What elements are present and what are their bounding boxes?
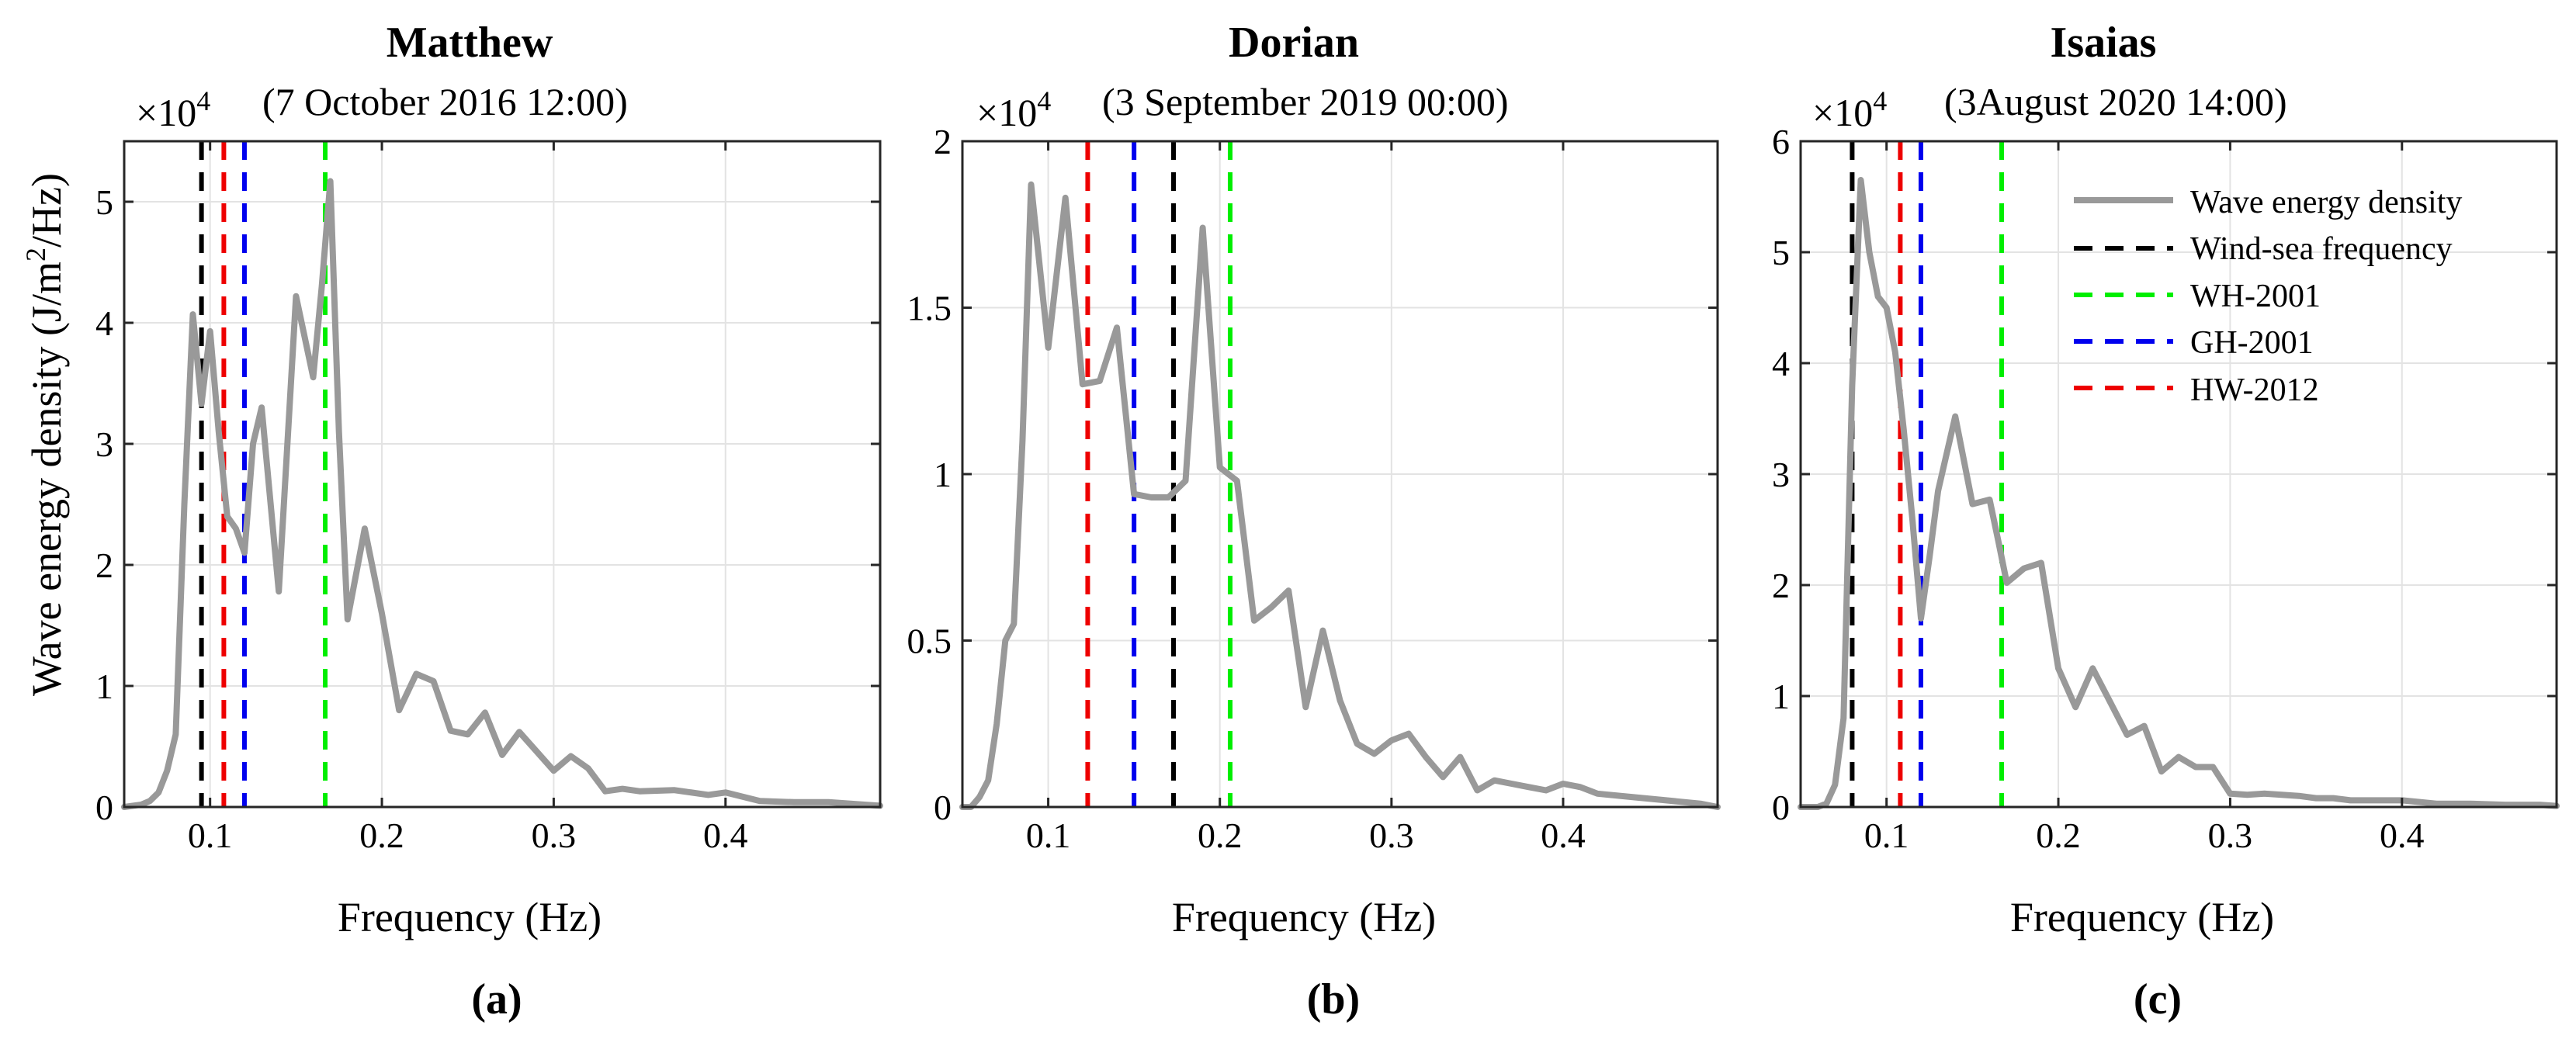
panel-a-x-tick-label: 0.3: [532, 816, 577, 855]
panel-b-series-line: [959, 181, 1721, 810]
legend-label: Wave energy density: [2190, 185, 2462, 220]
panel-b-series: [959, 181, 1721, 810]
panel-c-x-axis-label: Frequency (Hz): [2010, 894, 2274, 940]
panel-c-y-tick-label: 5: [1772, 233, 1790, 272]
scale-exponent: 4: [1873, 85, 1887, 116]
panel-a-label: (a): [471, 975, 522, 1023]
panel-c: Isaias ×104 (3August 2020 14:00) 0.1 0.2 0…: [1772, 19, 2560, 1023]
panel-a-series-line: [121, 178, 883, 810]
panel-b-label: (b): [1307, 975, 1360, 1023]
panel-a-x-axis-label: Frequency (Hz): [338, 894, 602, 940]
panel-c-series-line: [1798, 177, 2560, 810]
legend-entry: Wave energy density: [2074, 185, 2462, 220]
panel-b-x-axis-label: Frequency (Hz): [1172, 894, 1436, 940]
legend-label: Wind-sea frequency: [2190, 231, 2453, 267]
panel-b-x-tick-label: 0.1: [1026, 816, 1071, 855]
panel-b-x-tick-label: 0.2: [1198, 816, 1243, 855]
panel-c-label: (c): [2134, 975, 2182, 1023]
panel-a-y-tick-label: 0: [95, 788, 113, 827]
panel-c-series: [1798, 177, 2560, 810]
scale-base: ×10: [1812, 91, 1873, 134]
legend-entry: Wind-sea frequency: [2074, 231, 2453, 267]
y-axis-label-sup: 2: [20, 248, 51, 262]
scale-base: ×10: [136, 91, 196, 134]
panel-c-x-tick-label: 0.3: [2208, 816, 2253, 855]
panel-b-title: Dorian: [1229, 19, 1359, 67]
panel-a-y-ticks: 0 1 2 3 4 5: [95, 182, 880, 827]
panel-b-x-tick-label: 0.3: [1369, 816, 1414, 855]
scale-base: ×10: [976, 91, 1037, 134]
panel-c-reference-lines: [1850, 141, 2004, 807]
panel-c-x-tick-label: 0.2: [2036, 816, 2081, 855]
panel-b-y-tick-label: 0.5: [907, 622, 952, 661]
panel-a-plot-area: [124, 141, 880, 807]
panel-c-y-tick-label: 3: [1772, 455, 1790, 494]
panel-a-y-tick-label: 1: [95, 667, 113, 706]
panel-a-scale-factor: ×104: [136, 85, 210, 134]
panel-b-y-ticks: 0 0.5 1 1.5 2: [907, 122, 1718, 827]
panel-c-subtitle: (3August 2020 14:00): [1944, 80, 2287, 123]
panel-c-y-tick-label: 6: [1772, 122, 1790, 161]
panel-a-x-tick-label: 0.1: [188, 816, 233, 855]
panel-a-y-tick-label: 2: [95, 546, 113, 585]
legend-label: HW-2012: [2190, 372, 2319, 408]
panel-a-x-tick-label: 0.4: [703, 816, 748, 855]
panel-a-x-ticks: 0.1 0.2 0.3 0.4: [188, 141, 748, 855]
panel-c-y-tick-label: 2: [1772, 566, 1790, 605]
panel-b-scale-factor: ×104: [976, 85, 1051, 134]
legend-entry: GH-2001: [2074, 325, 2314, 361]
panel-a-axes-frame: [123, 140, 882, 809]
panel-c-y-tick-label: 0: [1772, 788, 1790, 827]
legend-entry: WH-2001: [2074, 279, 2321, 314]
panel-b: Dorian ×104 (3 September 2019 00:00) 0.1…: [907, 19, 1721, 1023]
panel-b-y-tick-label: 1: [934, 455, 952, 494]
panel-b-y-tick-label: 0: [934, 788, 952, 827]
panel-b-y-tick-label: 2: [934, 122, 952, 161]
panel-c-title: Isaias: [2051, 19, 2157, 67]
y-axis-label-main: Wave energy density (J/m: [23, 262, 70, 696]
panel-c-x-ticks: 0.1 0.2 0.3 0.4: [1864, 141, 2425, 855]
panel-b-y-tick-label: 1.5: [907, 289, 952, 328]
y-axis-label-end: /Hz): [23, 173, 70, 248]
panel-c-x-tick-label: 0.4: [2380, 816, 2425, 855]
panel-c-x-tick-label: 0.1: [1864, 816, 1909, 855]
scale-exponent: 4: [196, 85, 210, 116]
panel-a-y-tick-label: 5: [95, 182, 113, 222]
legend-entry: HW-2012: [2074, 372, 2319, 408]
panel-a-x-tick-label: 0.2: [359, 816, 404, 855]
panel-c-scale-factor: ×104: [1812, 85, 1887, 134]
panel-a-y-tick-label: 3: [95, 424, 113, 464]
y-axis-label: Wave energy density (J/m2/Hz): [20, 173, 70, 696]
panel-b-reference-lines: [1085, 141, 1233, 807]
panel-b-subtitle: (3 September 2019 00:00): [1102, 80, 1509, 123]
panel-b-x-tick-label: 0.4: [1541, 816, 1586, 855]
scale-exponent: 4: [1037, 85, 1051, 116]
legend-label: GH-2001: [2190, 325, 2314, 361]
panel-a-series: [121, 178, 883, 810]
panel-a-title: Matthew: [387, 19, 553, 67]
panel-a: Matthew ×104 (7 October 2016 12:00) 0.1 0…: [95, 19, 883, 1023]
panel-b-x-ticks: 0.1 0.2 0.3 0.4: [1026, 141, 1586, 855]
panel-a-y-tick-label: 4: [95, 303, 113, 343]
legend: Wave energy density Wind-sea frequency W…: [2074, 185, 2462, 408]
legend-label: WH-2001: [2190, 279, 2321, 314]
panel-c-y-ticks: 0 1 2 3 4 5 6: [1772, 122, 2557, 827]
panel-a-subtitle: (7 October 2016 12:00): [262, 80, 628, 123]
panel-c-y-tick-label: 4: [1772, 344, 1790, 383]
panel-c-y-tick-label: 1: [1772, 677, 1790, 716]
